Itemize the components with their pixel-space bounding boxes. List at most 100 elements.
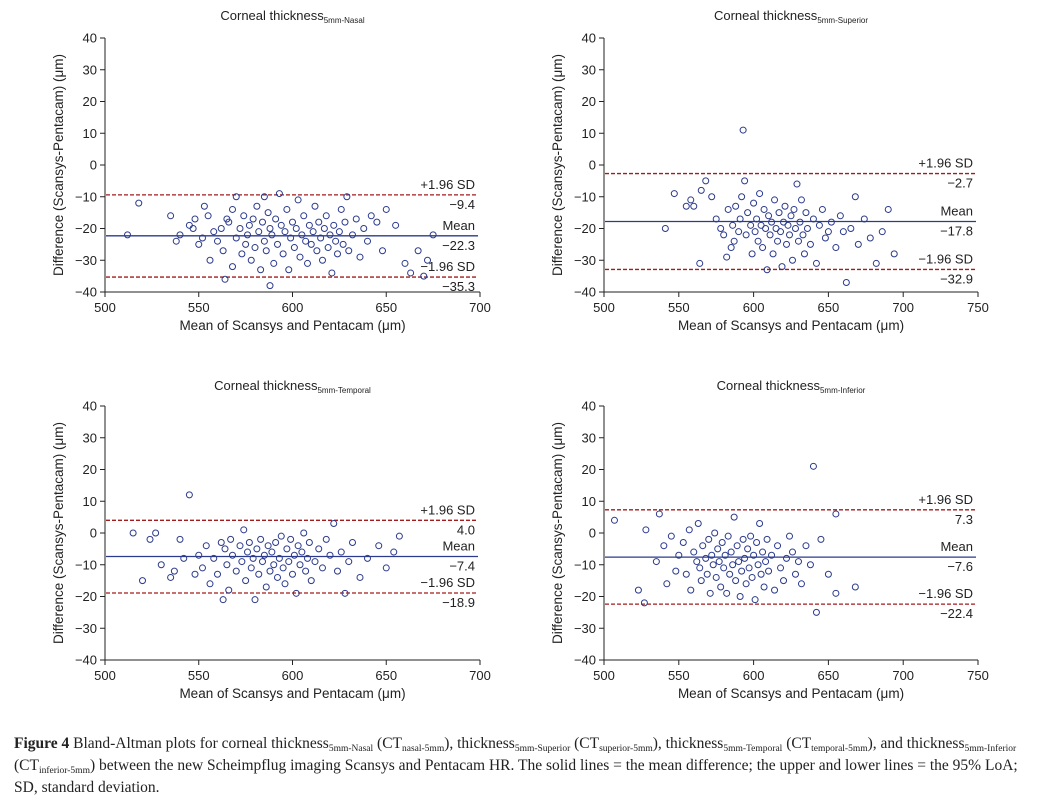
data-point (232, 234, 240, 242)
y-tick-label: −40 (574, 285, 596, 300)
y-tick-label: 0 (90, 526, 97, 541)
chart-title-main: Corneal thickness (714, 8, 818, 23)
data-point (866, 234, 874, 242)
mean-label: Mean (442, 218, 475, 233)
data-point (706, 589, 714, 597)
y-tick-label: 40 (83, 399, 97, 414)
data-point (332, 237, 340, 245)
data-point (715, 558, 723, 566)
data-point (696, 259, 704, 267)
data-point (708, 193, 716, 201)
data-point (774, 542, 782, 550)
data-point (319, 256, 326, 264)
caption-segment: (CT (782, 735, 812, 752)
data-point (778, 263, 786, 271)
caption-subscript: 5mm-Nasal (328, 744, 374, 754)
data-point (723, 589, 731, 597)
x-tick-label: 550 (668, 300, 690, 315)
chart-title-main: Corneal thickness (220, 8, 324, 23)
data-point (238, 250, 246, 258)
chart-title-subscript: 5mm-Inferior (820, 386, 866, 395)
chart-title-main: Corneal thickness (214, 378, 318, 393)
data-point (787, 212, 795, 220)
data-point (702, 177, 710, 185)
mean-label: Mean (442, 538, 475, 553)
upper-loa-value: −2.7 (947, 176, 973, 191)
y-tick-label: 30 (582, 62, 596, 77)
data-point (610, 516, 618, 524)
data-point (682, 570, 690, 578)
x-tick-label: 600 (282, 668, 304, 683)
y-tick-label: 30 (83, 430, 97, 445)
mean-label: Mean (940, 539, 973, 554)
data-point (352, 215, 360, 223)
upper-loa-label: +1.96 SD (420, 177, 475, 192)
data-point (382, 205, 390, 213)
data-point (675, 551, 683, 559)
caption-segment: (CT (373, 735, 402, 752)
data-point (812, 259, 820, 267)
data-point (771, 196, 779, 204)
y-tick-label: 40 (582, 31, 596, 46)
caption-subscript: inferior-5mm (38, 766, 90, 776)
x-tick-label: 700 (469, 668, 491, 683)
data-point (185, 221, 193, 229)
data-point (259, 558, 266, 566)
lower-loa-value: −35.3 (442, 279, 475, 294)
data-point (757, 570, 765, 578)
data-point (242, 577, 250, 585)
data-point (260, 551, 268, 559)
x-tick-label: 650 (818, 668, 840, 683)
x-tick-label: 550 (188, 300, 210, 315)
chart-title: Corneal thickness5mm-Temporal (214, 378, 371, 395)
lower-loa-value: −32.9 (940, 271, 973, 286)
data-point (157, 561, 165, 569)
data-point (337, 548, 345, 556)
data-point (790, 205, 798, 213)
data-point (124, 231, 131, 239)
data-point (780, 577, 788, 585)
data-point (219, 247, 227, 255)
data-point (135, 199, 143, 207)
data-point (717, 225, 725, 232)
data-point (640, 599, 648, 607)
data-point (339, 240, 347, 248)
data-point (851, 583, 859, 591)
y-tick-label: −30 (574, 253, 596, 268)
data-point (741, 554, 749, 562)
data-point (821, 234, 829, 242)
data-point (287, 535, 295, 543)
data-point (890, 250, 898, 258)
data-point (705, 535, 713, 543)
data-point (275, 554, 283, 562)
data-point (341, 589, 349, 597)
caption-subscript: nasal-5mm (402, 744, 445, 754)
data-point (703, 570, 711, 578)
data-point (878, 228, 886, 236)
data-point (696, 564, 704, 572)
data-point (786, 231, 794, 239)
data-point (345, 558, 353, 566)
lower-loa-label: −1.96 SD (918, 251, 973, 266)
data-point (777, 228, 785, 236)
data-point (260, 237, 268, 245)
data-point (747, 221, 755, 229)
data-point (723, 253, 731, 261)
data-point (756, 190, 764, 198)
data-point (176, 231, 184, 239)
data-point (395, 532, 403, 540)
data-point (390, 548, 398, 556)
data-point (315, 545, 323, 553)
y-tick-label: −20 (574, 589, 596, 604)
data-point (750, 551, 758, 559)
caption-subscript: 5mm-Superior (514, 744, 571, 754)
y-tick-label: −20 (574, 221, 596, 236)
data-point (167, 573, 175, 581)
data-point (794, 558, 802, 566)
data-point (232, 193, 240, 201)
data-point (809, 215, 817, 223)
data-point (268, 231, 276, 239)
data-point (305, 221, 313, 229)
data-point (763, 266, 771, 274)
chart-title-subscript: 5mm-Temporal (317, 386, 371, 395)
